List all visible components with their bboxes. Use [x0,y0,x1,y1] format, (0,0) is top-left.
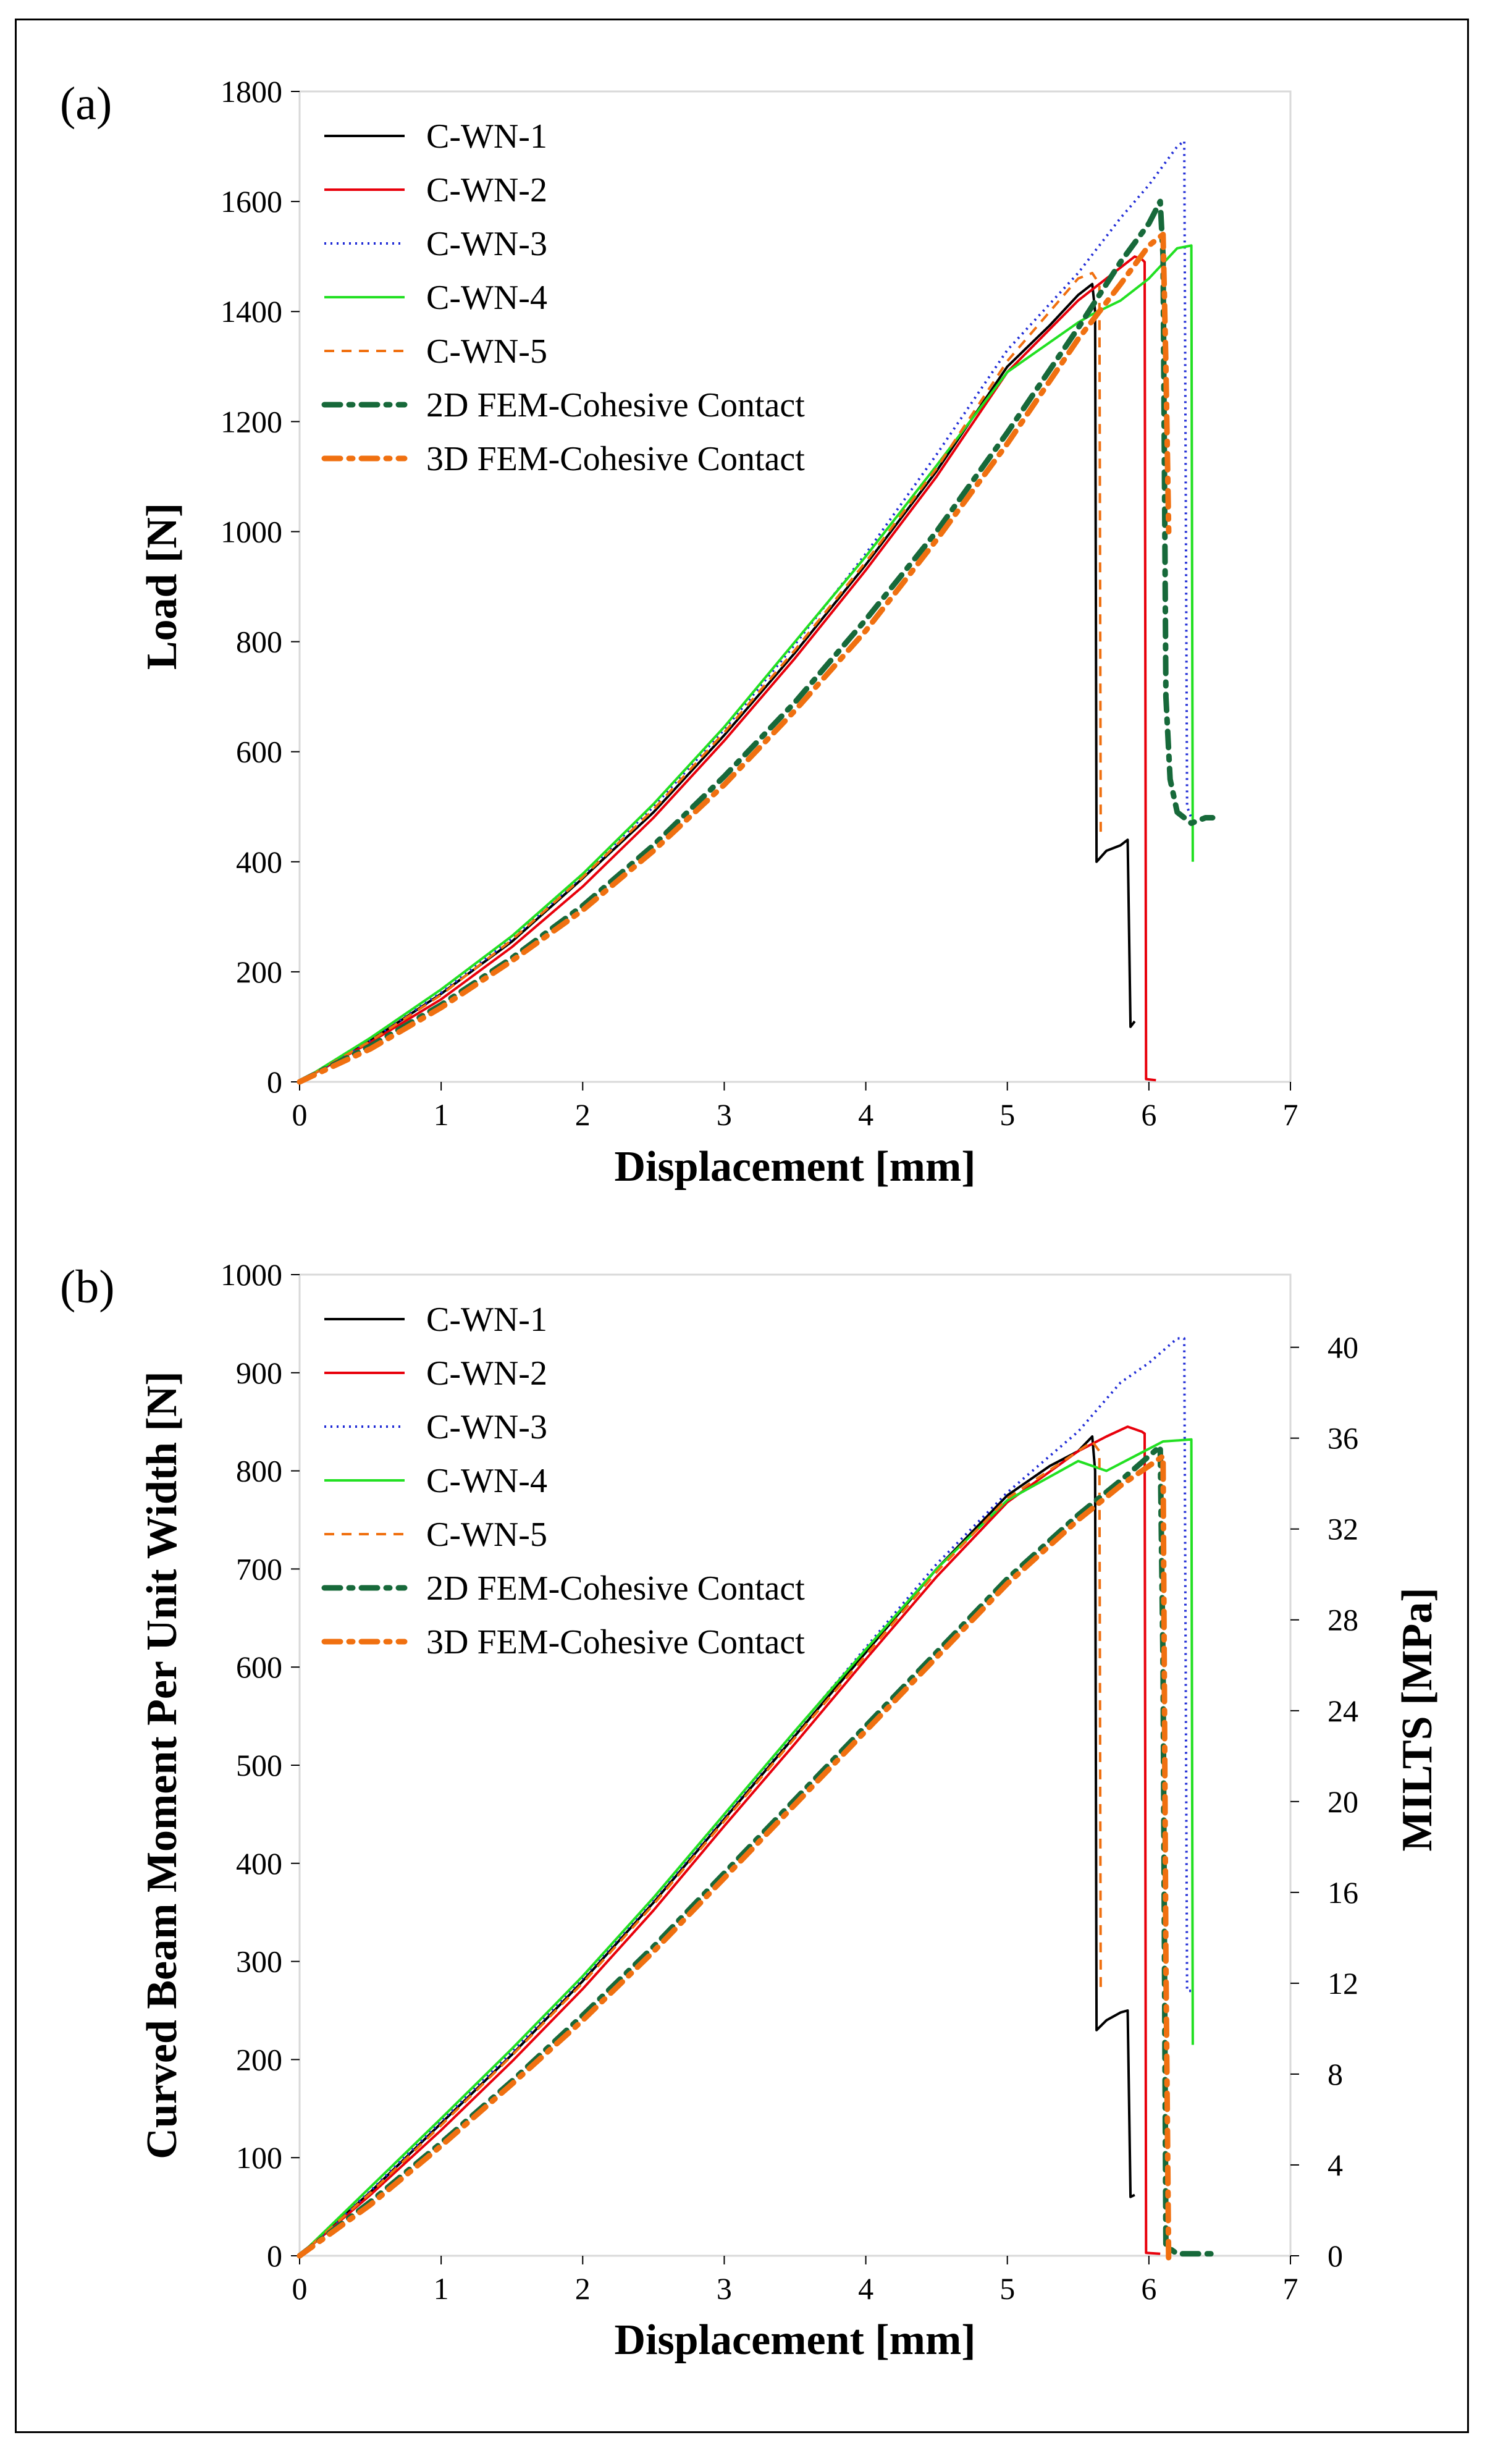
y-tick-label: 1600 [221,184,282,219]
x-tick-label: 7 [1283,2271,1298,2306]
x-tick-label: 0 [292,1097,308,1132]
y-tick-label: 700 [236,1551,282,1586]
y-axis-label-b: Curved Beam Moment Per Unit Width [N] [138,1371,186,2159]
plot-area-b [298,1273,1292,2257]
legend-label: C-WN-1 [426,1301,547,1339]
series-line-c-wn-2 [299,255,1156,1083]
y-tick-label: 1000 [221,514,282,549]
y-right-tick-label: 24 [1328,1694,1358,1728]
series-a [297,140,1216,1085]
ticks-b: 0 1 2 3 4 5 6 701002003004005006007008009001000… [221,1257,1358,2306]
y-tick-label: 600 [236,1650,282,1684]
x-tick-label: 5 [999,2271,1015,2306]
series-line-c-wn-5 [298,1440,1102,2257]
y-right-tick-label: 28 [1328,1603,1358,1637]
figure-svg: (a) Displacement [mm] Load [N] 0 1 2 3 4 5 6 70… [60,74,1441,2364]
x-tick-label: 3 [717,2271,732,2306]
y-tick-label: 600 [236,735,282,769]
y-right-tick-label: 32 [1328,1512,1358,1546]
series-b [297,1337,1216,2269]
series-line-c-wn-3 [298,1337,1192,2257]
y-tick-label: 1000 [221,1257,282,1292]
x-tick-label: 6 [1141,2271,1156,2306]
series-line-c-wn-4 [298,1438,1194,2257]
y-right-tick-label: 12 [1328,1966,1358,2001]
y-tick-label: 1200 [221,404,282,439]
series-line-3d-fem-cohesive-contact [297,1453,1172,2269]
y-tick-label: 500 [236,1748,282,1783]
y-tick-label: 300 [236,1944,282,1979]
x-tick-label: 6 [1141,1097,1156,1132]
panel-a: (a) Displacement [mm] Load [N] 0 1 2 3 4 5 6 70… [60,74,1298,1191]
legend-label: 3D FEM-Cohesive Contact [426,1623,805,1661]
y-tick-label: 1400 [221,294,282,329]
series-line-c-wn-4 [298,244,1194,1083]
x-tick-label: 1 [434,2271,449,2306]
legend-label: C-WN-4 [426,1462,547,1500]
y-right-tick-label: 36 [1328,1421,1358,1456]
y-tick-label: 800 [236,625,282,659]
y-tick-label: 100 [236,2140,282,2175]
series-line-c-wn-2 [298,1425,1161,2257]
ticks-a: 0 1 2 3 4 5 6 7 0 200 400 600 800 1000 1200 1400 1600 180… [221,74,1298,1132]
panel-label-a: (a) [60,78,112,130]
x-tick-label: 2 [575,1097,591,1132]
series-line-3d-fem-cohesive-contact [297,232,1172,1085]
y-tick-label: 200 [236,955,282,989]
series-line-c-wn-3 [298,140,1193,1083]
x-tick-label: 4 [858,2271,873,2306]
legend-label: C-WN-3 [426,225,547,263]
x-tick-label: 4 [858,1097,873,1132]
y-tick-label: 1800 [221,74,282,109]
y-right-tick-label: 4 [1328,2148,1343,2182]
x-tick-label: 5 [999,1097,1015,1132]
legend-label: C-WN-4 [426,279,547,317]
legend-a: C-WN-1 C-WN-2 C-WN-3 C-WN-4 C-WN-5 2D FEM-Coh… [321,117,805,478]
panel-label-b: (b) [60,1261,115,1313]
y-axis-label-right-b: MILTS [MPa] [1394,1587,1441,1851]
y-tick-label: 900 [236,1356,282,1390]
series-line-2d-fem-cohesive-contact [297,198,1216,1085]
legend-label: 3D FEM-Cohesive Contact [426,440,805,478]
y-right-tick-label: 40 [1328,1330,1358,1365]
y-tick-label: 200 [236,2042,282,2077]
legend-label: C-WN-5 [426,332,547,371]
x-axis-label-b: Displacement [mm] [614,2316,975,2364]
x-tick-label: 1 [434,1097,449,1132]
x-tick-label: 2 [575,2271,591,2306]
y-axis-label-a: Load [N] [138,503,186,670]
y-tick-label: 400 [236,845,282,879]
series-line-c-wn-5 [299,271,1102,1083]
legend-label: C-WN-1 [426,117,547,156]
y-right-tick-label: 8 [1328,2057,1343,2091]
y-tick-label: 800 [236,1454,282,1488]
y-tick-label: 0 [267,1065,282,1099]
series-line-c-wn-1 [298,1435,1135,2257]
y-right-tick-label: 0 [1328,2238,1343,2273]
legend-label: 2D FEM-Cohesive Contact [426,386,805,424]
legend-label: C-WN-5 [426,1516,547,1554]
x-tick-label: 0 [292,2271,308,2306]
y-right-tick-label: 20 [1328,1784,1358,1819]
x-axis-label-a: Displacement [mm] [614,1143,975,1191]
legend-b: C-WN-1 C-WN-2 C-WN-3 C-WN-4 C-WN-5 2D FEM-Coh… [321,1301,805,1661]
y-tick-label: 0 [267,2238,282,2273]
legend-label: C-WN-2 [426,171,547,209]
legend-label: 2D FEM-Cohesive Contact [426,1569,805,1608]
panel-b: (b) Displacement [mm] Curved Beam Moment… [60,1257,1441,2364]
legend-label: C-WN-3 [426,1408,547,1446]
y-tick-label: 400 [236,1846,282,1881]
x-tick-label: 3 [717,1097,732,1132]
y-right-tick-label: 16 [1328,1875,1358,1910]
x-tick-label: 7 [1283,1097,1298,1132]
legend-label: C-WN-2 [426,1354,547,1393]
